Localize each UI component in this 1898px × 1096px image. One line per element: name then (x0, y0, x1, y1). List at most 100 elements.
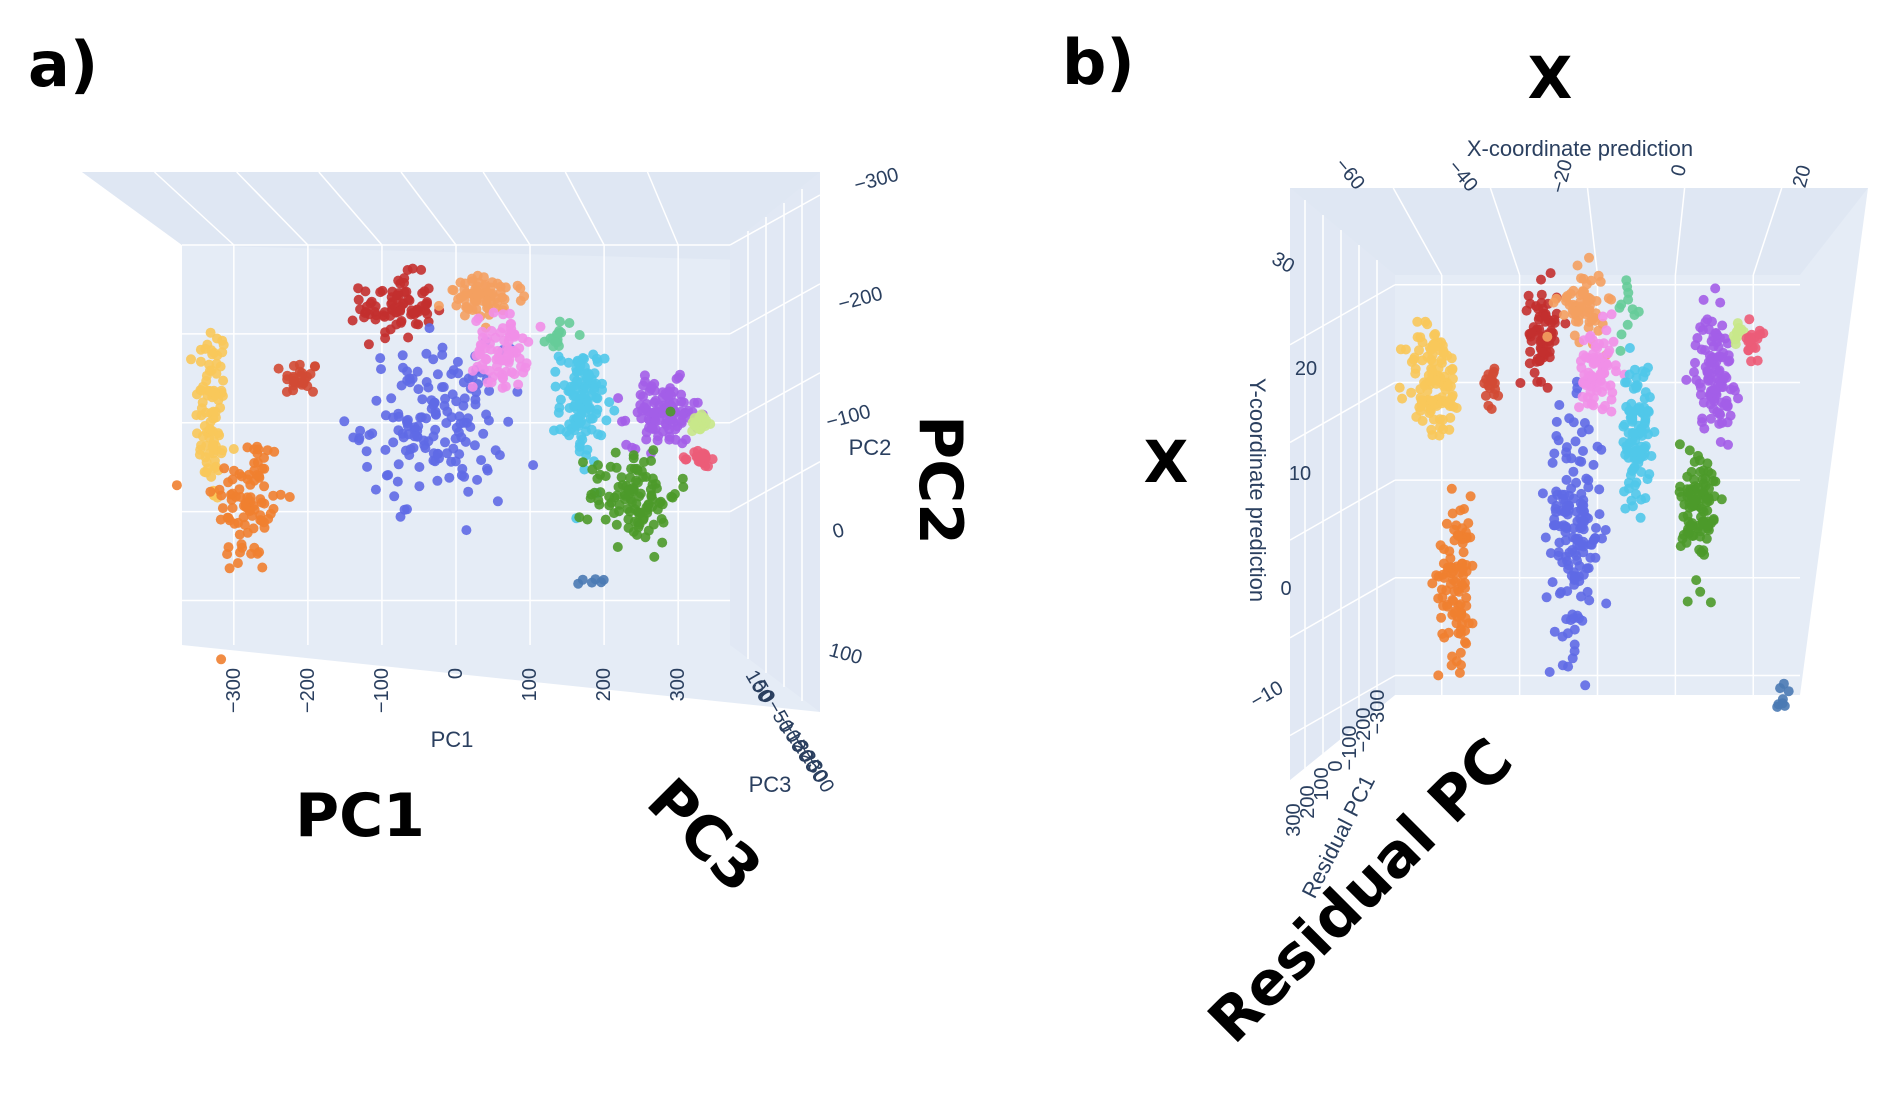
data-point (689, 397, 700, 408)
data-point (186, 354, 196, 365)
data-point (195, 356, 206, 367)
data-point (1588, 459, 1599, 470)
data-point (1587, 372, 1598, 382)
data-point (433, 300, 444, 311)
data-point (1750, 343, 1761, 353)
data-point (458, 377, 469, 388)
data-point (1427, 578, 1438, 589)
data-point (1583, 322, 1594, 333)
data-point (309, 361, 320, 372)
data-point (553, 407, 564, 418)
data-point (616, 472, 627, 483)
data-point (1569, 624, 1580, 635)
data-point (1427, 395, 1438, 406)
data-point (1576, 362, 1587, 373)
data-point (252, 441, 263, 452)
data-point (596, 577, 607, 588)
data-point (574, 418, 585, 429)
data-point (353, 294, 364, 305)
data-point (1455, 647, 1466, 658)
z-tick-label: −100 (1339, 725, 1361, 770)
data-point (1574, 402, 1584, 413)
data-point (452, 356, 463, 367)
data-point (1576, 273, 1586, 284)
data-point (1423, 370, 1434, 381)
data-point (550, 366, 561, 377)
data-point (582, 444, 593, 455)
data-point (1588, 335, 1598, 346)
data-point (1674, 439, 1685, 450)
data-point (1723, 439, 1733, 450)
data-point (1627, 408, 1638, 419)
data-point (509, 369, 520, 380)
data-point (1563, 563, 1574, 574)
data-point (259, 522, 270, 533)
annotation-pc2: PC2 (905, 415, 975, 545)
data-point (1525, 346, 1536, 357)
data-point (233, 517, 244, 528)
data-point (432, 448, 443, 459)
y-tick-label: 100 (827, 639, 865, 669)
data-point (1416, 395, 1427, 406)
data-point (680, 454, 691, 465)
data-point (649, 551, 660, 562)
data-point (1752, 355, 1763, 366)
data-point (1722, 400, 1733, 411)
data-point (347, 315, 358, 326)
data-point (370, 484, 381, 495)
data-point (612, 542, 623, 552)
annotation-x-left: X (1144, 428, 1189, 496)
data-point (216, 448, 227, 459)
panel-a-z-axis-title: PC3 (749, 772, 792, 797)
data-point (218, 339, 229, 350)
data-point (482, 463, 492, 474)
grid-line (236, 171, 309, 246)
data-point (629, 516, 640, 527)
data-point (1521, 305, 1532, 316)
data-point (1674, 487, 1685, 497)
data-point (454, 449, 465, 460)
data-point (216, 654, 227, 665)
data-point (587, 464, 598, 475)
data-point (1682, 510, 1693, 521)
data-point (1442, 398, 1453, 409)
data-point (376, 364, 386, 375)
data-point (1434, 414, 1445, 425)
data-point (1584, 595, 1595, 606)
data-point (1544, 352, 1555, 363)
panel-a: −300 −200 −100 0 100 200 300 0−100−200−300100 … (82, 164, 901, 797)
data-point (1703, 356, 1714, 367)
data-point (1715, 297, 1726, 308)
data-point (657, 499, 668, 510)
data-point (624, 484, 635, 495)
data-point (1576, 427, 1587, 438)
data-point (1576, 516, 1587, 527)
panel-b-label: b) (1062, 26, 1135, 99)
z-tick-label: 100 (1311, 767, 1333, 800)
data-point (1451, 403, 1462, 413)
data-point (563, 357, 574, 368)
z-tick-label: 200 (1297, 785, 1319, 818)
data-point (1564, 413, 1575, 424)
data-point (402, 265, 413, 275)
data-point (1579, 418, 1590, 428)
data-point (1561, 501, 1572, 512)
panel-a-x-ticks: −300 −200 −100 0 100 200 300 (223, 668, 689, 713)
data-point (417, 394, 428, 405)
panel-b-top-plane (1290, 188, 1868, 275)
data-point (1708, 331, 1719, 342)
data-point (1572, 535, 1583, 545)
data-point (1724, 355, 1735, 366)
data-point (1631, 382, 1642, 393)
data-point (1445, 412, 1456, 423)
grid-line (729, 283, 821, 335)
data-point (437, 382, 447, 393)
data-point (578, 457, 588, 468)
panel-b-side-wall (1290, 188, 1395, 780)
grid-line (729, 194, 821, 246)
data-point (582, 397, 593, 407)
data-point (1397, 393, 1408, 404)
data-point (453, 427, 464, 438)
data-point (516, 361, 526, 372)
